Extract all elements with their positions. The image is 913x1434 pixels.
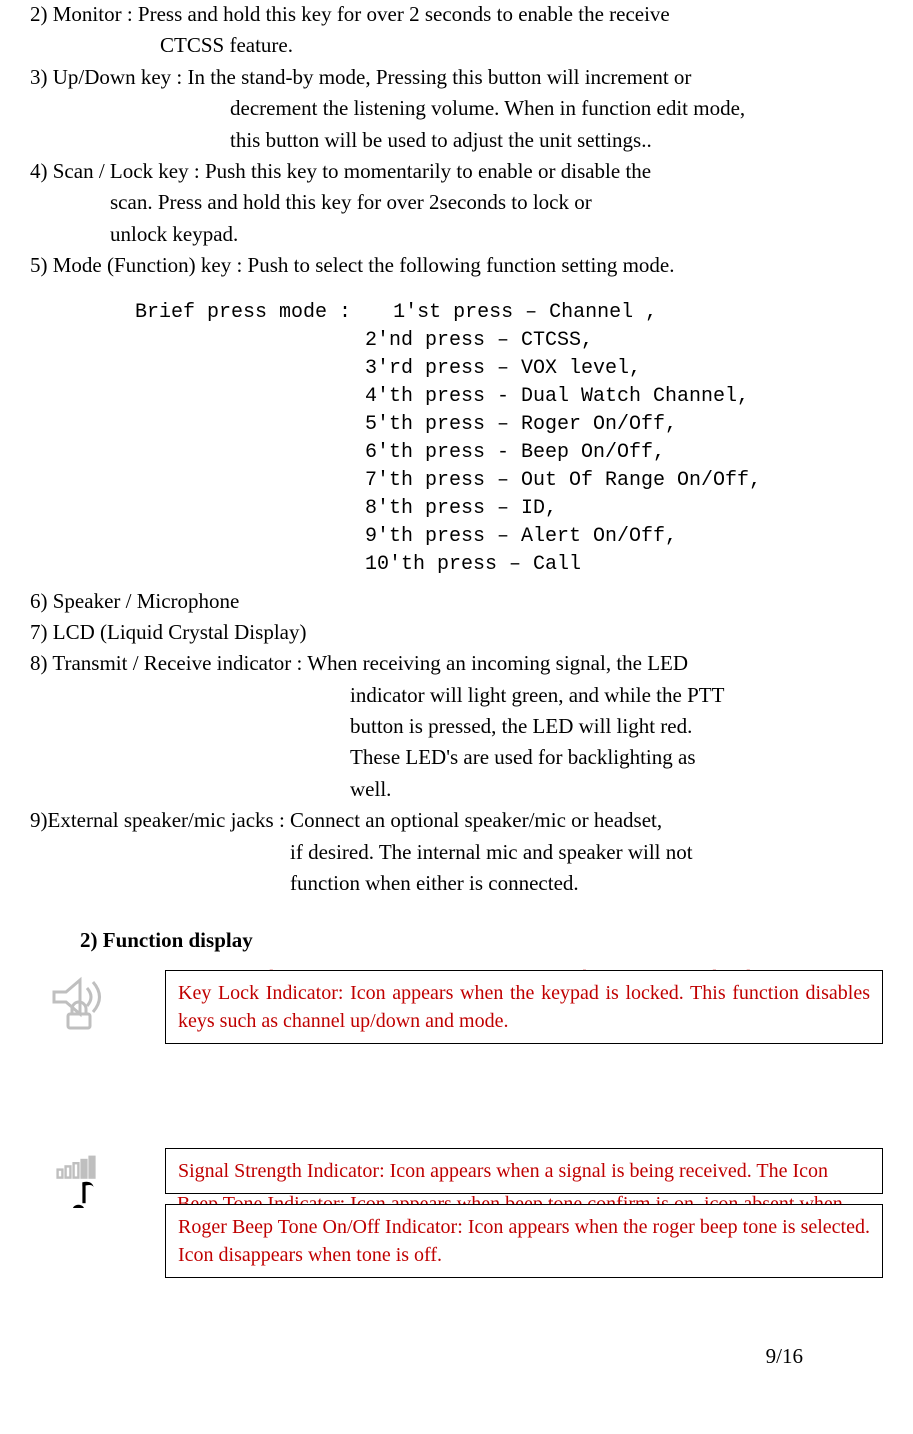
item-8-line2: indicator will light green, and while th… bbox=[30, 681, 883, 710]
item-4-line2: scan. Press and hold this key for over 2… bbox=[30, 188, 883, 217]
speaker-lock-icon bbox=[30, 970, 165, 1030]
press-10: 10'th press – Call bbox=[30, 551, 883, 579]
press-9: 9'th press – Alert On/Off, bbox=[30, 523, 883, 551]
item-4-line3: unlock keypad. bbox=[30, 220, 883, 249]
item-9-line2: if desired. The internal mic and speaker… bbox=[30, 838, 883, 867]
roger-beep-box: Roger Beep Tone On/Off Indicator: Icon a… bbox=[165, 1204, 883, 1278]
item-3-line3: this button will be used to adjust the u… bbox=[30, 126, 883, 155]
item-6: 6) Speaker / Microphone bbox=[30, 587, 883, 616]
item-9-line1: 9)External speaker/mic jacks : Connect a… bbox=[30, 806, 883, 835]
brief-press-label: Brief press mode : bbox=[30, 299, 351, 327]
keylock-indicator-box: Key Lock Indicator: Icon appears when th… bbox=[165, 970, 883, 1044]
item-3-line2: decrement the listening volume. When in … bbox=[30, 94, 883, 123]
item-8-line5: well. bbox=[30, 775, 883, 804]
press-8: 8'th press – ID, bbox=[30, 495, 883, 523]
item-8-line3: button is pressed, the LED will light re… bbox=[30, 712, 883, 741]
item-5-line1: 5) Mode (Function) key : Push to select … bbox=[30, 251, 883, 280]
item-2-line2: CTCSS feature. bbox=[30, 31, 883, 60]
item-2-line1: 2) Monitor : Press and hold this key for… bbox=[30, 0, 883, 29]
press-2: 2'nd press – CTCSS, bbox=[30, 327, 883, 355]
func-row-signal: Signal Strength Indicator: Icon appears … bbox=[30, 1148, 883, 1282]
function-display-heading: 2) Function display bbox=[80, 926, 883, 955]
item-4-line1: 4) Scan / Lock key : Push this key to mo… bbox=[30, 157, 883, 186]
press-6: 6'th press - Beep On/Off, bbox=[30, 439, 883, 467]
item-3-line1: 3) Up/Down key : In the stand-by mode, P… bbox=[30, 63, 883, 92]
press-7: 7'th press – Out Of Range On/Off, bbox=[30, 467, 883, 495]
brief-press-block: Brief press mode : 1'st press – Channel … bbox=[30, 299, 883, 579]
item-7: 7) LCD (Liquid Crystal Display) bbox=[30, 618, 883, 647]
page-number: 9/16 bbox=[30, 1342, 883, 1371]
item-8-line1: 8) Transmit / Receive indicator : When r… bbox=[30, 649, 883, 678]
press-3: 3'rd press – VOX level, bbox=[30, 355, 883, 383]
press-5: 5'th press – Roger On/Off, bbox=[30, 411, 883, 439]
signal-note-icon bbox=[30, 1148, 165, 1208]
press-1: 1'st press – Channel , bbox=[363, 301, 657, 324]
signal-strength-box: Signal Strength Indicator: Icon appears … bbox=[165, 1148, 883, 1194]
item-8-line4: These LED's are used for backlighting as bbox=[30, 743, 883, 772]
press-4: 4'th press - Dual Watch Channel, bbox=[30, 383, 883, 411]
func-row-keylock: Monitor Indicator: Icon appears when the… bbox=[30, 970, 883, 1048]
item-9-line3: function when either is connected. bbox=[30, 869, 883, 898]
